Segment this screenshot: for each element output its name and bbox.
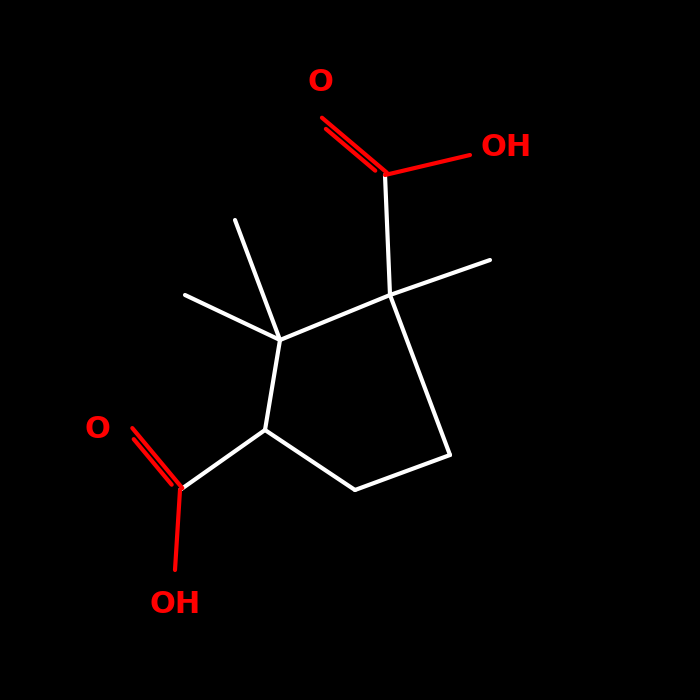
Text: O: O <box>84 416 110 444</box>
Text: O: O <box>307 68 333 97</box>
Text: OH: OH <box>480 134 531 162</box>
Text: OH: OH <box>149 590 201 619</box>
